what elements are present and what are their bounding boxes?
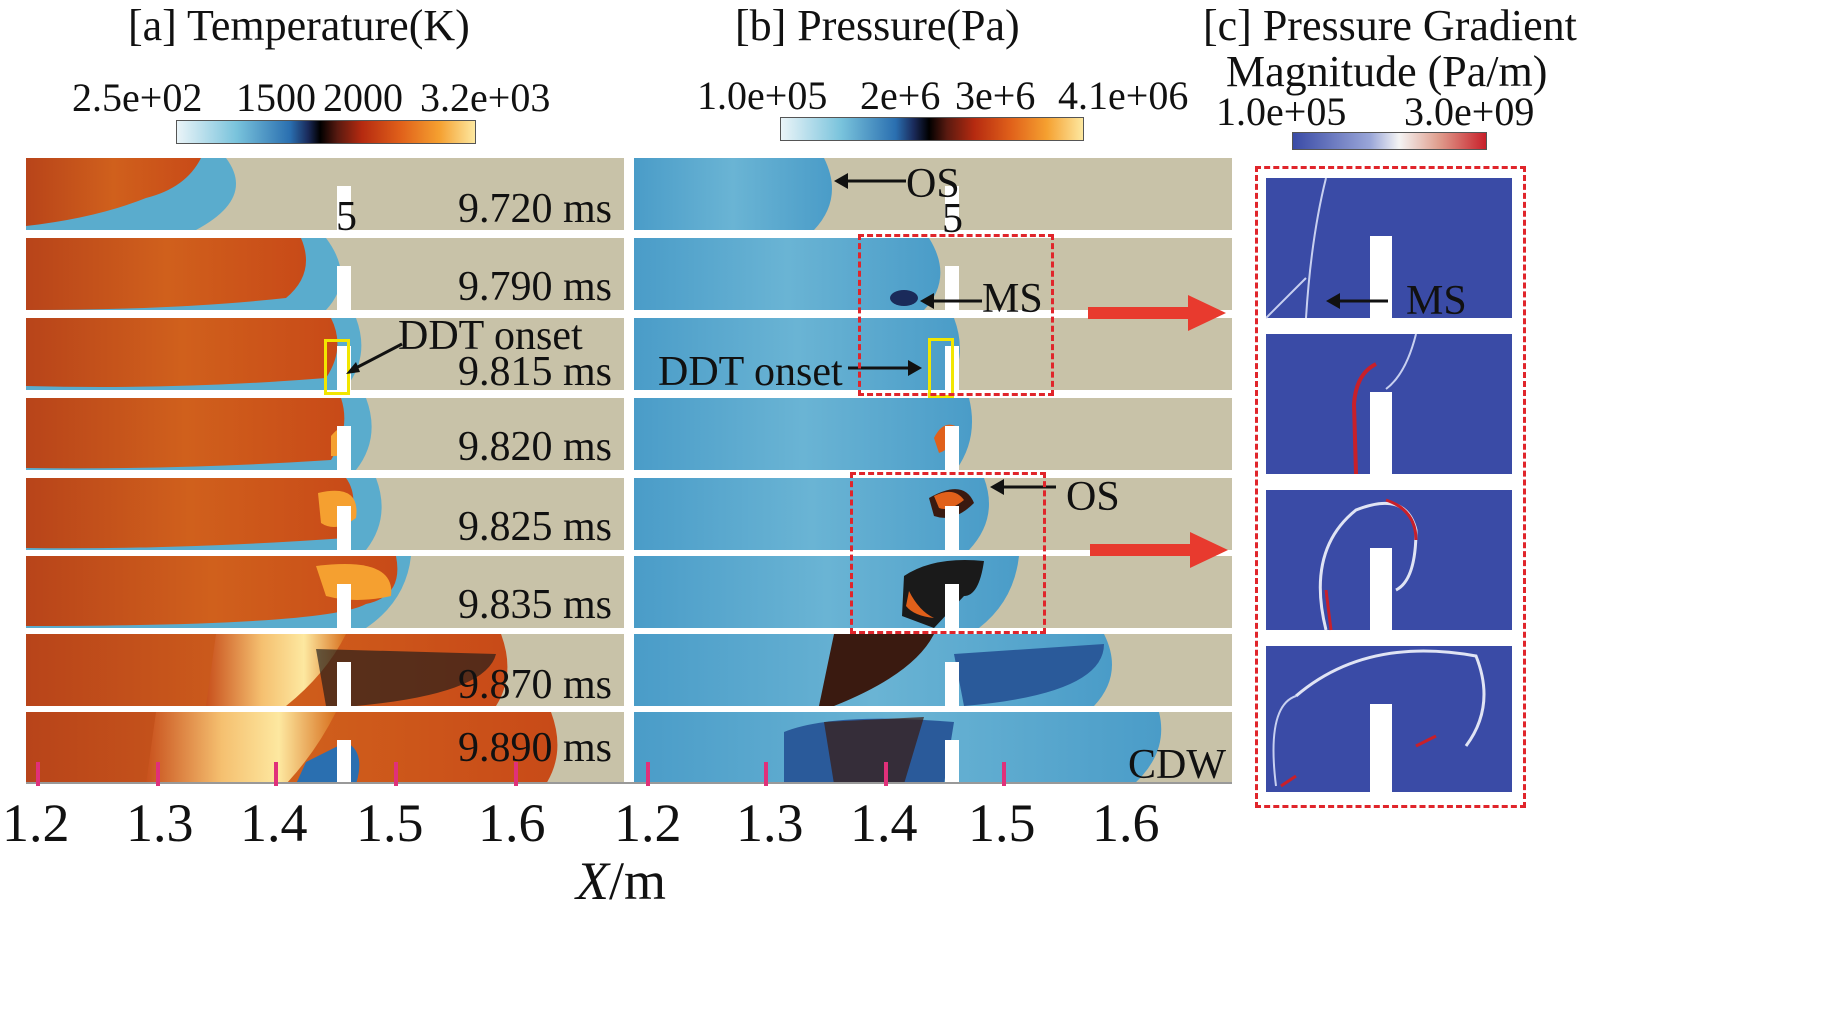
os-label-b-top: OS <box>906 161 960 207</box>
colorbar-c-tick: 1.0e+05 <box>1216 89 1347 134</box>
axis-tick-mark <box>514 762 518 786</box>
time-label-a: 9.825 ms <box>458 504 613 550</box>
ms-label-b: MS <box>982 276 1043 322</box>
colorbar-b-tick: 1.0e+05 <box>697 73 828 118</box>
pres-frame-7 <box>634 634 1232 706</box>
colorbar-b <box>780 117 1084 141</box>
grad-frame-2 <box>1266 333 1512 475</box>
colorbar-a <box>176 120 476 144</box>
colorbar-a-tick: 2000 <box>323 75 403 120</box>
ms-arrow-b <box>920 293 982 309</box>
temp-frame-1 <box>26 158 624 230</box>
colorbar-a-tick: 2.5e+02 <box>72 75 203 120</box>
temp-frame-4 <box>26 398 624 470</box>
pres-frame-1 <box>634 158 1232 230</box>
temp-frame-2 <box>26 238 624 310</box>
highlight-box-upper <box>858 234 1054 396</box>
panel-c-frame <box>1255 166 1526 808</box>
x-tick-a: 1.5 <box>356 793 424 853</box>
temp-frame-7 <box>26 634 624 706</box>
axis-tick-mark <box>646 762 650 786</box>
panel-b-title: [b] Pressure(Pa) <box>735 1 1020 50</box>
x-axis-line <box>26 782 1232 784</box>
red-arrow-lower <box>1090 532 1228 568</box>
grad-frame-1 <box>1265 177 1512 319</box>
time-label-a: 9.820 ms <box>458 424 613 470</box>
colorbar-b-tick: 4.1e+06 <box>1058 73 1189 118</box>
temp-frame-8 <box>26 712 624 784</box>
temp-frame-5 <box>26 478 624 550</box>
ddt-onset-box-b <box>928 338 954 398</box>
colorbar-a-tick: 1500 <box>236 75 316 120</box>
panel-c-title-line2: Magnitude (Pa/m) <box>1226 47 1548 96</box>
x-tick-b: 1.6 <box>1092 793 1160 853</box>
time-label-a: 9.870 ms <box>458 662 613 708</box>
time-label-a: 9.890 ms <box>458 725 613 771</box>
x-tick-b: 1.2 <box>614 793 682 853</box>
panel-a-svg <box>26 158 624 784</box>
axis-tick-mark <box>764 762 768 786</box>
axis-tick-mark <box>394 762 398 786</box>
ms-label-c: MS <box>1406 278 1467 324</box>
obstacle-label-b: 5 <box>942 196 963 242</box>
panel-a-title: [a] Temperature(K) <box>128 1 470 50</box>
axis-tick-mark <box>1002 762 1006 786</box>
obstacle-label-a: 5 <box>336 194 357 240</box>
grad-frame-3 <box>1266 490 1512 631</box>
cdw-label: CDW <box>1128 742 1226 788</box>
grad-frame-4 <box>1266 646 1512 792</box>
ddt-onset-box-a <box>324 339 350 395</box>
red-arrow-upper <box>1088 295 1226 331</box>
axis-tick-mark <box>884 762 888 786</box>
x-tick-a: 1.6 <box>478 793 546 853</box>
time-label-a: 9.720 ms <box>458 186 613 232</box>
ddt-onset-arrow-a <box>346 342 403 374</box>
time-label-a: 9.815 ms <box>458 349 613 395</box>
colorbar-a-tick: 3.2e+03 <box>420 75 551 120</box>
ms-arrow-c <box>1326 293 1388 309</box>
time-label-a: 9.835 ms <box>458 582 613 628</box>
x-tick-b: 1.4 <box>850 793 918 853</box>
panel-c-title-line1: [c] Pressure Gradient <box>1203 1 1577 50</box>
panel-a-frames <box>26 158 624 784</box>
x-axis-label-unit: /m <box>609 851 667 911</box>
axis-tick-mark <box>36 762 40 786</box>
colorbar-b-tick: 3e+6 <box>955 73 1036 118</box>
ddt-onset-label-b: DDT onset <box>658 349 843 395</box>
ddt-onset-label-a: DDT onset <box>398 313 583 359</box>
os-arrow-b-top <box>834 173 906 189</box>
x-axis-label-var: X <box>576 851 609 911</box>
panel-c-svg <box>1265 177 1512 792</box>
pres-frame-4 <box>634 398 1232 470</box>
axis-tick-mark <box>156 762 160 786</box>
x-tick-a: 1.4 <box>240 793 308 853</box>
x-axis-label: X/m <box>576 854 666 908</box>
x-tick-b: 1.3 <box>736 793 804 853</box>
pres-frame-6 <box>634 556 1232 628</box>
colorbar-c-tick: 3.0e+09 <box>1404 89 1535 134</box>
x-tick-b: 1.5 <box>968 793 1036 853</box>
pres-frame-5 <box>634 478 1232 550</box>
x-tick-a: 1.3 <box>126 793 194 853</box>
x-tick-a: 1.2 <box>2 793 70 853</box>
panel-c-images <box>1265 177 1512 792</box>
os-label-b-lower: OS <box>1066 474 1120 520</box>
pres-frame-3 <box>634 318 1232 390</box>
colorbar-b-tick: 2e+6 <box>860 73 941 118</box>
highlight-box-lower <box>850 472 1046 634</box>
os-arrow-b-lower <box>990 479 1056 495</box>
axis-tick-mark <box>274 762 278 786</box>
temp-frame-6 <box>26 556 624 628</box>
time-label-a: 9.790 ms <box>458 264 613 310</box>
colorbar-c <box>1292 132 1487 150</box>
